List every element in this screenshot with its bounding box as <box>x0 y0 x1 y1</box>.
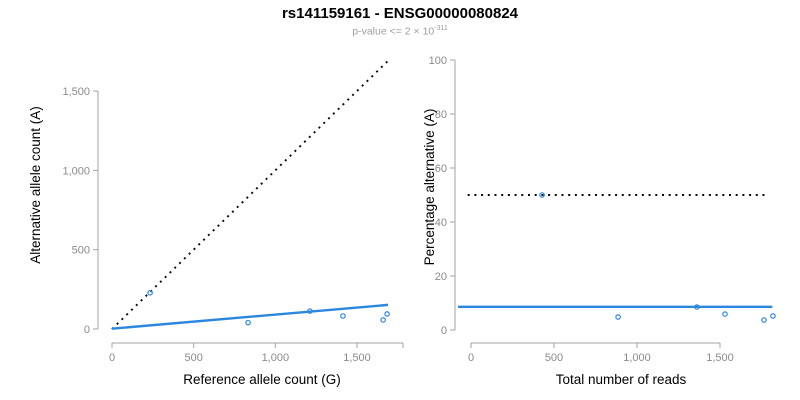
x-tick-label: 0 <box>109 352 115 364</box>
data-point <box>761 317 767 323</box>
data-point <box>770 313 776 319</box>
x-tick-label: 1,500 <box>706 352 734 364</box>
fit-line <box>111 303 389 330</box>
subtitle-pvalue-exponent: -311 <box>434 25 448 32</box>
y-tick-label: 500 <box>72 245 90 257</box>
x-axis-title: Total number of reads <box>556 372 687 387</box>
y-axis-title: Alternative allele count (A) <box>28 106 43 264</box>
y-tick-label: 40 <box>435 217 447 229</box>
x-tick-label: 500 <box>184 352 202 364</box>
data-point <box>340 313 346 319</box>
page-title: rs141159161 - ENSG00000080824 <box>281 5 519 22</box>
x-tick-label: 1,500 <box>343 352 371 364</box>
data-point <box>147 290 153 296</box>
identity-line <box>111 58 391 330</box>
data-point <box>539 192 545 198</box>
y-tick-label: 100 <box>429 55 447 67</box>
y-tick-label: 0 <box>84 324 90 336</box>
y-tick-label: 0 <box>441 325 447 337</box>
x-tick-label: 500 <box>545 352 563 364</box>
data-point <box>615 314 621 320</box>
right-y-axis <box>450 59 456 331</box>
right-plot: 0 500 1,000 1,500 0 20 40 60 80 100 Total number o… <box>422 55 776 387</box>
data-point <box>307 308 313 314</box>
data-point <box>245 319 251 326</box>
data-point <box>694 304 700 310</box>
x-tick-label: 1,000 <box>262 352 290 364</box>
y-tick-label: 1,500 <box>62 86 90 98</box>
right-x-axis <box>470 342 721 348</box>
left-data-points <box>147 290 390 326</box>
x-tick-label: 0 <box>468 352 474 364</box>
y-axis-title: Percentage alternative (A) <box>422 109 437 266</box>
y-tick-label: 60 <box>435 163 447 175</box>
left-y-axis <box>93 90 99 330</box>
y-tick-label: 1,000 <box>62 165 90 177</box>
subtitle-pvalue-text: p-value <= 2 × 10 <box>352 25 435 38</box>
left-x-axis <box>111 342 404 348</box>
page-subtitle: p-value <= 2 × 10-311 <box>0 25 800 38</box>
x-axis-title: Reference allele count (G) <box>183 372 341 387</box>
data-point <box>722 311 728 317</box>
x-tick-label: 1,000 <box>623 352 651 364</box>
data-point <box>380 317 386 323</box>
right-data-points <box>539 192 776 323</box>
y-tick-label: 80 <box>435 109 447 121</box>
data-point <box>384 311 390 317</box>
y-tick-label: 20 <box>435 271 447 283</box>
